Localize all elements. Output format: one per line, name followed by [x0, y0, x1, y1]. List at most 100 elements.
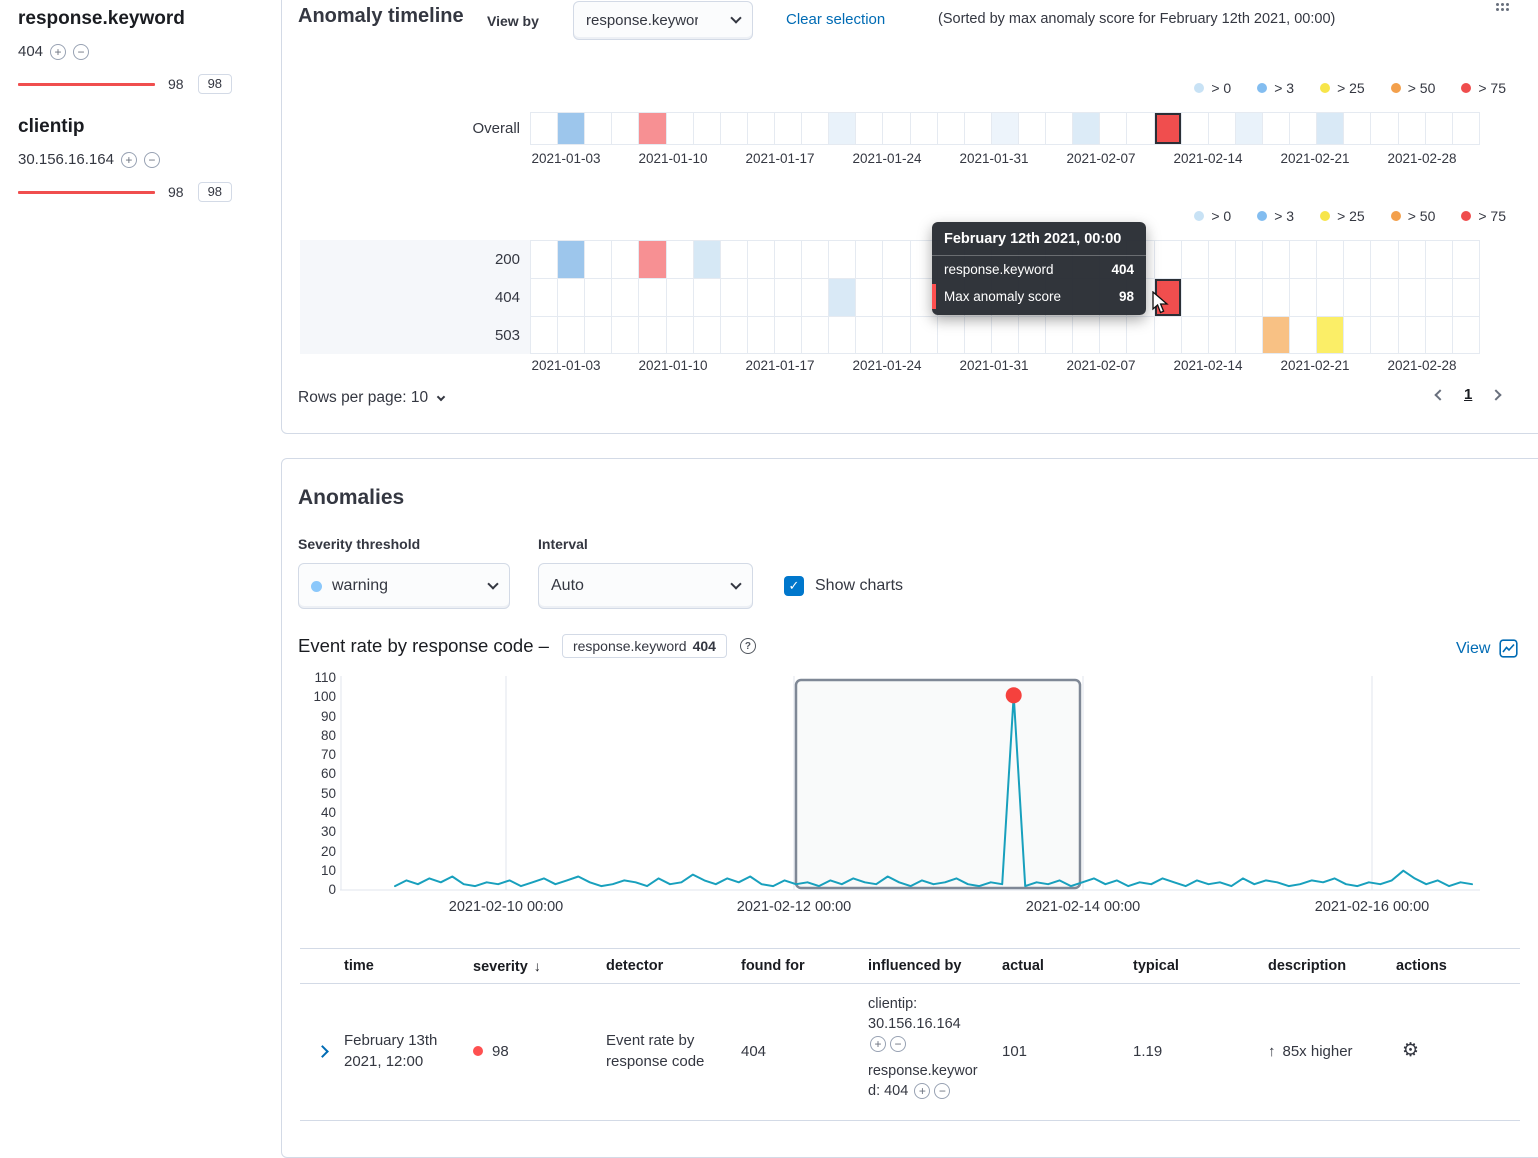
swimlane-cell[interactable] [1290, 113, 1318, 144]
swimlane-cell[interactable] [694, 317, 721, 353]
info-icon[interactable]: ? [739, 638, 756, 654]
swimlane-cell[interactable] [1182, 279, 1209, 316]
swimlane-cell[interactable] [721, 317, 748, 353]
swimlane-cell[interactable] [1344, 113, 1372, 144]
swimlane-cell[interactable] [1235, 113, 1263, 144]
swimlane-cell[interactable] [1399, 279, 1426, 316]
swimlane-cell[interactable] [965, 113, 992, 144]
swimlane-cell[interactable] [585, 279, 613, 316]
swimlane-cell[interactable] [1209, 113, 1236, 144]
swimlane-cell[interactable] [639, 279, 667, 316]
swimlane-cell[interactable] [667, 279, 694, 316]
swimlane-cell[interactable] [1426, 241, 1453, 278]
swimlane-cell[interactable] [775, 317, 803, 353]
swimlane-cell[interactable] [1426, 113, 1453, 144]
swimlane-cell[interactable] [1399, 241, 1426, 278]
swimlane-cell[interactable] [639, 241, 667, 278]
view-by-select[interactable]: response.keyword [573, 1, 753, 40]
swimlane-cell[interactable] [1019, 317, 1047, 353]
swimlane-cell[interactable] [639, 317, 667, 353]
swimlane-cell[interactable] [802, 279, 830, 316]
column-header-typical[interactable]: typical [1133, 958, 1179, 974]
remove-filter-icon[interactable]: − [143, 151, 160, 168]
swimlane-cell[interactable] [612, 113, 640, 144]
swimlane-cell[interactable] [639, 113, 667, 144]
swimlane-cell[interactable] [1155, 317, 1182, 353]
swimlane-cell[interactable] [829, 317, 857, 353]
next-page-icon[interactable] [1490, 388, 1503, 401]
event-rate-chart[interactable] [340, 672, 1480, 898]
swimlane-cell[interactable] [1290, 279, 1318, 316]
swimlane-cell[interactable] [721, 241, 748, 278]
swimlane-cell[interactable] [1371, 241, 1399, 278]
swimlane-cell[interactable] [531, 113, 559, 144]
swimlane-cell[interactable] [558, 113, 586, 144]
swimlane-cell[interactable] [856, 113, 884, 144]
anomaly-marker-dot[interactable] [1005, 687, 1022, 704]
swimlane-cell[interactable] [1155, 241, 1182, 278]
remove-filter-icon[interactable]: − [73, 43, 90, 60]
remove-filter-icon[interactable]: − [934, 1083, 951, 1100]
swimlane-cell[interactable] [558, 241, 586, 278]
swimlane-cell[interactable] [748, 113, 775, 144]
swimlane-cell[interactable] [667, 317, 694, 353]
swimlane-cell[interactable] [612, 317, 640, 353]
swimlane-cell[interactable] [1453, 317, 1480, 353]
swimlane-cell[interactable] [938, 317, 965, 353]
swimlane-cell[interactable] [938, 113, 965, 144]
swimlane-cell[interactable] [829, 279, 857, 316]
swimlane-cell[interactable] [612, 279, 640, 316]
swimlane-cell[interactable] [1019, 113, 1047, 144]
column-header-detector[interactable]: detector [606, 958, 664, 974]
swimlane-cell[interactable] [1100, 317, 1128, 353]
swimlane-cell[interactable] [1236, 279, 1263, 316]
swimlane-cell[interactable] [1100, 113, 1128, 144]
swimlane-cell[interactable] [829, 113, 857, 144]
swimlane-cell[interactable] [1317, 113, 1345, 144]
swimlane-cell[interactable] [1426, 317, 1453, 353]
swimlane-cell[interactable] [1344, 241, 1372, 278]
swimlane-cell[interactable] [585, 317, 613, 353]
swimlane-cell[interactable] [802, 317, 830, 353]
swimlane-cell[interactable] [1182, 241, 1209, 278]
swimlane-cell[interactable] [1344, 279, 1372, 316]
swimlane-cell[interactable] [612, 241, 640, 278]
swimlane-cell[interactable] [883, 113, 911, 144]
checkbox-checked-icon[interactable]: ✓ [784, 576, 804, 596]
swimlane-cell[interactable] [1453, 241, 1480, 278]
swimlane-cell[interactable] [558, 279, 586, 316]
view-link[interactable]: View [1456, 639, 1518, 658]
swimlane-cell[interactable] [1073, 317, 1101, 353]
page-number[interactable]: 1 [1464, 386, 1473, 403]
swimlane-cell[interactable] [775, 279, 803, 316]
swimlane-cell[interactable] [1209, 241, 1236, 278]
swimlane-cell[interactable] [911, 317, 938, 353]
swimlane-cell[interactable] [1262, 317, 1291, 353]
swimlane-cell[interactable] [748, 241, 775, 278]
column-header-severity[interactable]: severity ↓ [473, 957, 541, 975]
swimlane-cell[interactable] [531, 279, 559, 316]
add-filter-icon[interactable]: + [870, 1036, 886, 1053]
swimlane-cell[interactable] [1209, 279, 1236, 316]
interval-select[interactable]: Auto [538, 563, 753, 609]
swimlane-cell[interactable] [965, 317, 992, 353]
swimlane-cell[interactable] [558, 317, 586, 353]
swimlane-cell[interactable] [991, 113, 1019, 144]
swimlane-cell[interactable] [721, 279, 748, 316]
swimlane-cell[interactable] [802, 241, 830, 278]
swimlane-cell[interactable] [856, 317, 884, 353]
swimlane-cell[interactable] [1399, 113, 1426, 144]
swimlane-cell[interactable] [1046, 113, 1074, 144]
swimlane-cell[interactable] [531, 317, 559, 353]
swimlane-cell[interactable] [856, 279, 884, 316]
show-charts-checkbox-row[interactable]: ✓ Show charts [784, 576, 903, 596]
swimlane-cell[interactable] [775, 241, 803, 278]
swimlane-cell[interactable] [693, 241, 721, 278]
swimlane-cell[interactable] [883, 279, 911, 316]
swimlane-cell[interactable] [1317, 241, 1345, 278]
swimlane-cell[interactable] [1317, 279, 1345, 316]
severity-threshold-select[interactable]: warning [298, 563, 510, 609]
previous-page-icon[interactable] [1434, 388, 1446, 401]
swimlane-cell[interactable] [1154, 113, 1182, 144]
time-selection-brush[interactable] [794, 678, 1082, 890]
